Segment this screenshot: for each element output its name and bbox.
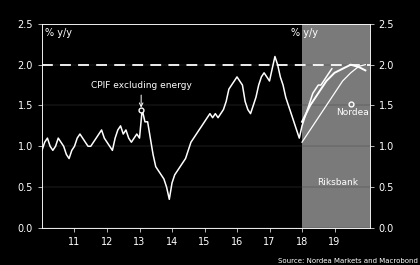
Text: Riksbank: Riksbank	[317, 178, 357, 187]
Text: Nordea: Nordea	[336, 108, 369, 117]
Bar	[302, 24, 386, 228]
Text: % y/y: % y/y	[45, 28, 72, 38]
Text: Source: Nordea Markets and Macrobond: Source: Nordea Markets and Macrobond	[278, 258, 418, 264]
Text: CPIF excluding energy: CPIF excluding energy	[91, 81, 192, 107]
Text: % y/y: % y/y	[291, 28, 318, 38]
